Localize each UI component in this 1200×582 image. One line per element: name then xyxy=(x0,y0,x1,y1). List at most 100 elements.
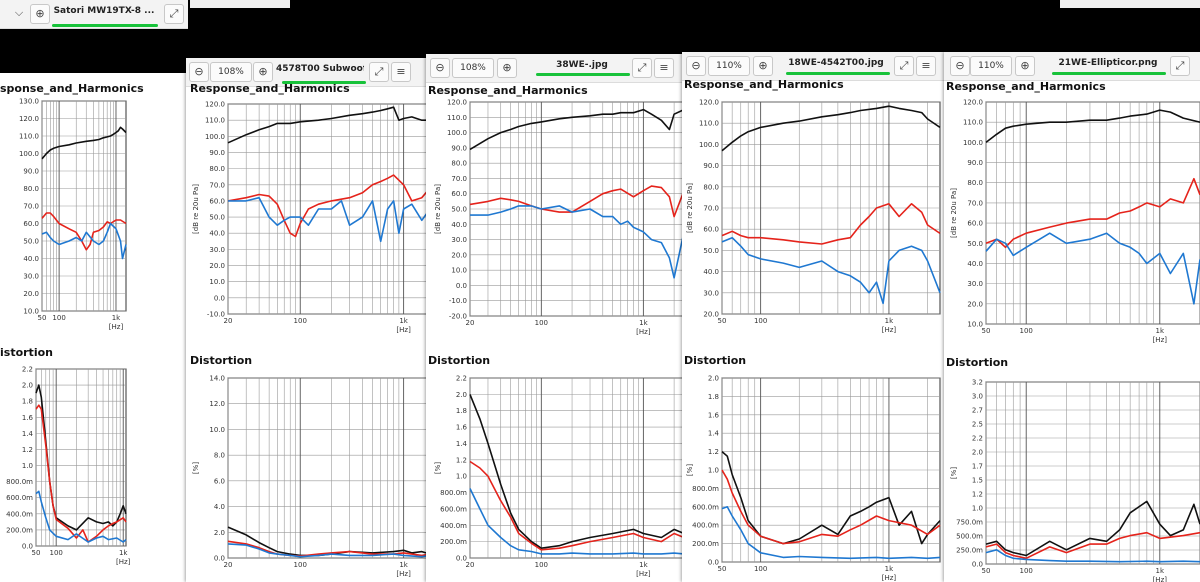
x-axis-label: [Hz] xyxy=(636,328,651,336)
series-line-0 xyxy=(469,394,684,550)
x-tick-label: 20 xyxy=(466,561,475,569)
zoom-in-icon[interactable]: ⊕ xyxy=(30,4,50,24)
y-tick-label: 70.0 xyxy=(209,181,225,189)
y-tick-label: 80.0 xyxy=(703,183,719,191)
y-tick-label: 100.0 xyxy=(19,150,39,158)
image-viewer-window-2[interactable]: ⊖ 108% ⊕ 4578T00 Subwoofe... ⤢ ≡ Respons… xyxy=(186,58,430,582)
fullscreen-icon[interactable]: ⤢ xyxy=(632,58,652,78)
fullscreen-icon[interactable]: ⤢ xyxy=(164,4,184,24)
background-window-strip xyxy=(190,0,290,8)
zoom-out-icon[interactable]: ⊖ xyxy=(686,56,706,76)
x-tick-label: 1k xyxy=(399,317,408,325)
zoom-out-icon[interactable]: ⊖ xyxy=(950,56,970,76)
zoom-in-icon[interactable]: ⊕ xyxy=(1015,56,1035,76)
y-tick-label: 400.0m xyxy=(6,510,33,518)
zoom-level-dropdown[interactable]: 110% xyxy=(970,56,1012,76)
y-tick-label: 80.0 xyxy=(451,160,467,168)
menu-icon[interactable]: ≡ xyxy=(391,62,411,82)
image-viewer-window-5[interactable]: ⊖ 110% ⊕ 21WE-Ellipticor.png ⤢ Response_… xyxy=(944,52,1200,582)
series-line-2 xyxy=(469,488,684,555)
zoom-level-dropdown[interactable]: 108% xyxy=(210,62,252,82)
y-tick-label: 130.0 xyxy=(19,98,39,106)
response-chart: 10.0 20.0 30.0 40.0 50.0 60.0 70.0 80.0 90.0 100.… xyxy=(19,98,127,331)
image-filename: 4578T00 Subwoofe... xyxy=(276,64,364,74)
x-tick-label: 1k xyxy=(112,314,121,322)
x-tick-label: 100 xyxy=(535,561,548,569)
x-tick-label: 100 xyxy=(754,565,767,573)
series-line-2 xyxy=(41,222,127,260)
fullscreen-icon[interactable]: ⤢ xyxy=(894,56,914,76)
y-tick-label: 1.2 xyxy=(708,448,719,456)
image-viewer-window-1[interactable]: ⌵ ⊕ Satori MW19TX-8 ... ⤢ sponse_and_Har… xyxy=(0,0,188,582)
x-axis-label: [Hz] xyxy=(1153,336,1168,344)
distortion-chart: 0.0 200.0m 400.0m 600.0m 800.0m 1.0 1.2 1.4 1.6 1… xyxy=(434,375,684,578)
y-tick-label: 20.0 xyxy=(967,300,983,308)
zoom-out-icon[interactable]: ⊖ xyxy=(430,58,450,78)
zoom-in-icon[interactable]: ⊕ xyxy=(253,62,273,82)
zoom-out-icon[interactable]: ⊖ xyxy=(189,62,209,82)
y-tick-label: 50.0 xyxy=(451,206,467,214)
x-tick-label: 50 xyxy=(982,327,991,335)
y-tick-label: 100.0 xyxy=(447,129,467,137)
series-line-1 xyxy=(721,203,941,245)
y-tick-label: 0.0 xyxy=(708,559,719,567)
y-tick-label: 30.0 xyxy=(703,289,719,297)
plot-area xyxy=(227,377,430,559)
y-tick-label: 400.0m xyxy=(440,522,467,530)
series-line-0 xyxy=(469,108,684,151)
menu-icon[interactable]: ≡ xyxy=(916,56,936,76)
y-tick-label: 1.2 xyxy=(456,456,467,464)
image-viewer-window-3[interactable]: ⊖ 108% ⊕ 38WE-.jpg ⤢ ≡ Response_and_Harm… xyxy=(426,54,684,582)
viewer-toolbar: ⊖ 110% ⊕ 21WE-Ellipticor.png ⤢ xyxy=(944,52,1200,81)
y-tick-label: 4.0 xyxy=(214,503,225,511)
y-tick-label: 20.0 xyxy=(209,262,225,270)
y-tick-label: 120.0 xyxy=(19,115,39,123)
series-line-2 xyxy=(985,548,1200,563)
image-filename: 38WE-.jpg xyxy=(556,60,608,70)
y-tick-label: 90.0 xyxy=(451,144,467,152)
menu-icon[interactable]: ≡ xyxy=(654,58,674,78)
filename-highlight xyxy=(536,73,630,76)
zoom-dropdown-chevron[interactable]: ⌵ xyxy=(14,6,24,19)
fullscreen-icon[interactable]: ⤢ xyxy=(1170,56,1190,76)
x-tick-label: 100 xyxy=(49,549,62,557)
series-line-1 xyxy=(469,185,684,218)
y-axis-label: [%] xyxy=(434,462,442,474)
distortion-section-title: Distortion xyxy=(190,354,253,367)
y-tick-label: 1.2 xyxy=(22,446,33,454)
x-axis-label: [Hz] xyxy=(109,323,124,331)
zoom-level-dropdown[interactable]: 110% xyxy=(708,56,750,76)
x-tick-label: 50 xyxy=(718,317,727,325)
image-filename: 21WE-Ellipticor.png xyxy=(1058,58,1158,68)
y-tick-label: 20.0 xyxy=(703,311,719,319)
y-tick-label: -10.0 xyxy=(449,297,467,305)
fullscreen-icon[interactable]: ⤢ xyxy=(369,62,389,82)
y-tick-label: 8.0 xyxy=(214,452,225,460)
plot-area xyxy=(985,101,1200,325)
y-tick-label: 60.0 xyxy=(967,220,983,228)
x-tick-label: 1k xyxy=(1156,327,1165,335)
y-tick-label: 800.0m xyxy=(692,485,719,493)
zoom-level-dropdown[interactable]: 108% xyxy=(452,58,494,78)
y-tick-label: 2.0 xyxy=(972,449,983,457)
y-tick-label: 40.0 xyxy=(967,260,983,268)
plot-area xyxy=(35,368,127,547)
x-axis-label: [Hz] xyxy=(882,574,897,582)
y-tick-label: 30.0 xyxy=(967,280,983,288)
y-tick-label: 80.0 xyxy=(23,185,39,193)
series-line-2 xyxy=(470,205,684,279)
y-tick-label: 60.0 xyxy=(209,197,225,205)
y-tick-label: 2.0 xyxy=(214,529,225,537)
zoom-in-icon[interactable]: ⊕ xyxy=(497,58,517,78)
x-tick-label: 1k xyxy=(885,317,894,325)
y-tick-label: 800.0m xyxy=(6,478,33,486)
y-tick-label: 10.0 xyxy=(209,278,225,286)
x-tick-label: 50 xyxy=(718,565,727,573)
y-tick-label: 2.0 xyxy=(22,382,33,390)
y-tick-label: 800.0m xyxy=(440,489,467,497)
zoom-in-icon[interactable]: ⊕ xyxy=(753,56,773,76)
x-tick-label: 1k xyxy=(399,561,408,569)
y-tick-label: 90.0 xyxy=(967,159,983,167)
image-viewer-window-4[interactable]: ⊖ 110% ⊕ 18WE-4542T00.jpg ⤢ ≡ Response_a… xyxy=(682,52,944,582)
plot-area xyxy=(985,381,1200,565)
